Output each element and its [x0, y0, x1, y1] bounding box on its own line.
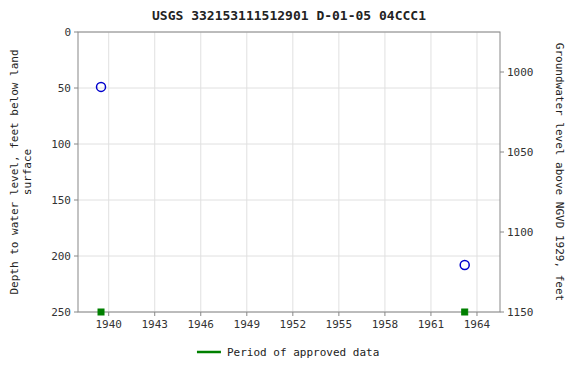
y2-tick-label: 1000 [507, 66, 534, 79]
legend: Period of approved data [197, 346, 379, 359]
series [98, 309, 468, 315]
chart: USGS 332153111512901 D-01-05 04CCC119401… [0, 0, 576, 384]
x-grid-line [430, 32, 431, 312]
y-axis-label-line: surface [21, 149, 34, 195]
y-grid-line [78, 144, 500, 145]
x-tick-label: 1958 [372, 318, 399, 331]
y-tick [74, 256, 78, 257]
y-grid-line [78, 200, 500, 201]
x-grid-line [338, 32, 339, 312]
y2-tick [500, 312, 504, 313]
legend-label: Period of approved data [227, 346, 379, 359]
y-tick [74, 144, 78, 145]
square-point [462, 309, 468, 315]
x-tick-label: 1946 [188, 318, 215, 331]
y2-tick [500, 72, 504, 73]
y2-tick [500, 232, 504, 233]
axes: 1940 1943 1946 1949 1952 1955 1958 1961 1964 0 50 1… [51, 26, 533, 331]
x-tick [154, 312, 155, 316]
x-tick [338, 312, 339, 316]
y-grid-line [78, 88, 500, 89]
square-point [98, 309, 104, 315]
legend-swatch [197, 351, 221, 354]
y2-axis-label: Groundwater level above NGVD 1929, feet [553, 43, 566, 301]
y-tick [74, 200, 78, 201]
x-grid-line [292, 32, 293, 312]
y-tick-label: 0 [64, 26, 71, 39]
y2-tick-label: 1150 [507, 306, 534, 319]
x-tick [200, 312, 201, 316]
x-grid-line [200, 32, 201, 312]
y-tick-label: 50 [58, 82, 71, 95]
title: USGS 332153111512901 D-01-05 04CCC1 [152, 8, 426, 23]
y2-tick [500, 152, 504, 153]
y-tick [74, 32, 78, 33]
x-tick-label: 1964 [464, 318, 491, 331]
x-grid-line [246, 32, 247, 312]
plot-frame [78, 32, 500, 312]
x-grid-line [476, 32, 477, 312]
x-tick-label: 1961 [418, 318, 445, 331]
circle-point [460, 260, 469, 269]
y-axis-label: Depth to water level, feet below landsur… [8, 49, 34, 294]
x-grid-line [154, 32, 155, 312]
y-grid-line [78, 256, 500, 257]
x-grid-line [108, 32, 109, 312]
x-tick-label: 1952 [280, 318, 307, 331]
y-tick [74, 88, 78, 89]
x-tick [476, 312, 477, 316]
x-tick [430, 312, 431, 316]
circle-point [97, 82, 106, 91]
y-tick [74, 312, 78, 313]
grid [78, 32, 500, 312]
x-tick-label: 1949 [234, 318, 261, 331]
y-tick-label: 150 [51, 194, 71, 207]
y-tick-label: 100 [51, 138, 71, 151]
marks [97, 82, 470, 315]
x-tick-label: 1943 [141, 318, 168, 331]
x-tick-label: 1940 [95, 318, 122, 331]
x-tick [108, 312, 109, 316]
x-tick-label: 1955 [326, 318, 353, 331]
y-axis-label-line: Depth to water level, feet below land [8, 49, 21, 294]
x-grid-line [384, 32, 385, 312]
y-tick-label: 200 [51, 250, 71, 263]
series [97, 82, 470, 269]
x-tick [246, 312, 247, 316]
y2-tick-label: 1050 [507, 146, 534, 159]
x-tick [384, 312, 385, 316]
y-tick-label: 250 [51, 306, 71, 319]
y2-tick-label: 1100 [507, 226, 534, 239]
x-tick [292, 312, 293, 316]
